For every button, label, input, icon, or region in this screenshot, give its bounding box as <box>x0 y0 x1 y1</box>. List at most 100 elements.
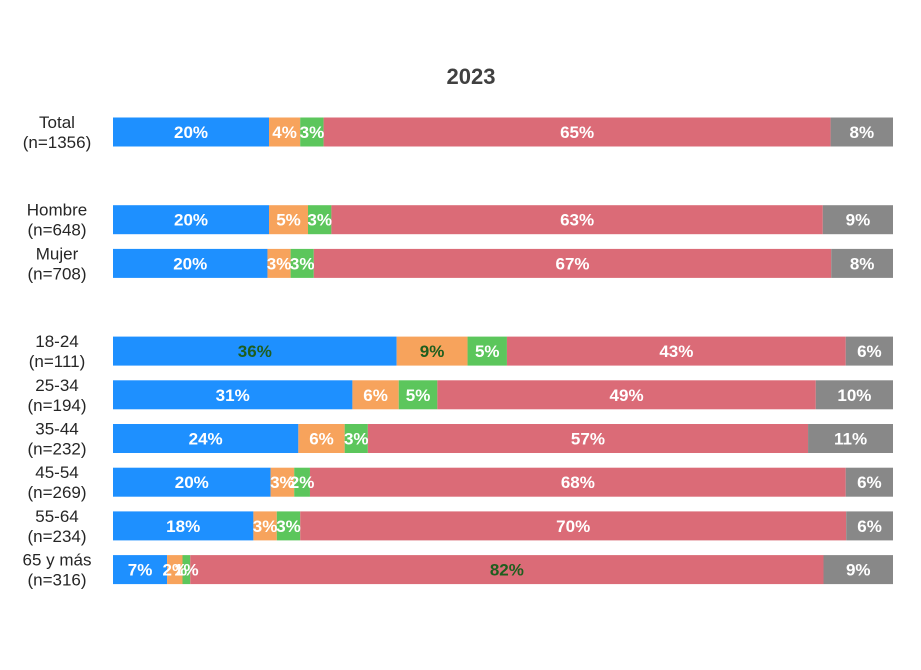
category-label: 45-54 (n=269) <box>27 463 86 502</box>
bar-segment <box>113 511 254 541</box>
bar-segment <box>276 511 301 541</box>
chart-title: 2023 <box>447 64 496 89</box>
category-label: 25-34 (n=194) <box>27 376 86 415</box>
category-label: 35-44 (n=232) <box>27 420 86 459</box>
category-label: Total (n=1356) <box>23 113 92 152</box>
data-label: 1% <box>174 561 199 580</box>
bar-segment <box>506 336 846 366</box>
bar-segment <box>830 117 893 147</box>
data-label: 3% <box>276 517 301 536</box>
bar-segment <box>815 380 893 410</box>
data-label: 10% <box>837 386 871 405</box>
data-label: 5% <box>475 342 500 361</box>
bar-segment <box>822 205 893 235</box>
data-label: 20% <box>173 254 207 273</box>
data-label: 43% <box>659 342 693 361</box>
bar-segment <box>309 467 846 497</box>
bar-segment <box>113 248 268 278</box>
category-label: 18-24 (n=111) <box>29 332 86 371</box>
data-label: 5% <box>406 386 431 405</box>
bar-segment <box>290 248 314 278</box>
bar-segment <box>113 424 299 453</box>
category-label: 65 y más (n=316) <box>23 551 92 590</box>
data-label: 67% <box>555 254 589 273</box>
data-label: 70% <box>556 517 590 536</box>
category-label: Hombre (n=648) <box>27 201 87 240</box>
bar-segment <box>831 248 893 278</box>
bar-segment <box>182 555 191 585</box>
bar-segment <box>467 336 507 366</box>
data-label: 3% <box>300 123 325 142</box>
data-label: 6% <box>857 517 882 536</box>
bar-segment <box>113 117 269 147</box>
bar-segment <box>270 467 295 497</box>
data-label: 8% <box>850 123 875 142</box>
data-label: 3% <box>307 211 332 230</box>
data-label: 82% <box>490 561 524 580</box>
data-label: 9% <box>846 561 871 580</box>
bar-segment <box>300 511 847 541</box>
data-label: 5% <box>276 211 301 230</box>
data-label: 2% <box>162 561 187 580</box>
data-label: 9% <box>846 211 871 230</box>
data-label: 20% <box>175 473 209 492</box>
data-label: 6% <box>309 430 334 449</box>
data-label: 2% <box>290 473 315 492</box>
bar-segment <box>808 424 893 453</box>
bar-segment <box>398 380 438 410</box>
data-label: 63% <box>560 211 594 230</box>
data-label: 24% <box>189 430 223 449</box>
data-label: 6% <box>363 386 388 405</box>
bar-segment <box>190 555 824 585</box>
bars-layer <box>113 117 893 585</box>
bar-segment <box>113 380 353 410</box>
bar-segment <box>437 380 816 410</box>
data-label: 31% <box>216 386 250 405</box>
data-label: 3% <box>267 254 292 273</box>
category-label: Mujer (n=708) <box>27 244 86 283</box>
bar-segment <box>298 424 345 453</box>
data-label: 18% <box>166 517 200 536</box>
bar-segment <box>344 424 368 453</box>
data-label: 36% <box>238 342 272 361</box>
labels-layer: 20% 4% 3% 65% 8%Total (n=1356)20% 5% 3% 63% 9%Hom… <box>23 113 882 590</box>
data-label: 57% <box>571 430 605 449</box>
bar-segment <box>167 555 183 585</box>
data-label: 20% <box>174 123 208 142</box>
data-label: 49% <box>610 386 644 405</box>
bar-segment <box>269 117 301 147</box>
bar-segment <box>846 511 893 541</box>
bar-segment <box>300 117 324 147</box>
bar-segment <box>323 117 831 147</box>
bar-segment <box>294 467 310 497</box>
data-label: 6% <box>857 342 882 361</box>
data-label: 6% <box>857 473 882 492</box>
bar-segment <box>113 555 168 585</box>
bar-segment <box>845 467 893 497</box>
bar-segment <box>367 424 809 453</box>
data-label: 20% <box>174 211 208 230</box>
data-label: 9% <box>420 342 445 361</box>
bar-segment <box>845 336 893 366</box>
bar-segment <box>267 248 291 278</box>
bar-segment <box>269 205 308 235</box>
bar-segment <box>253 511 277 541</box>
bar-segment <box>352 380 399 410</box>
bar-segment <box>113 205 269 235</box>
data-label: 65% <box>560 123 594 142</box>
category-label: 55-64 (n=234) <box>27 507 86 546</box>
data-label: 3% <box>290 254 315 273</box>
data-label: 7% <box>128 561 153 580</box>
data-label: 11% <box>834 430 867 449</box>
data-label: 4% <box>272 123 297 142</box>
data-label: 3% <box>344 430 369 449</box>
data-label: 3% <box>270 473 295 492</box>
bar-segment <box>313 248 832 278</box>
bar-segment <box>113 336 397 366</box>
data-label: 8% <box>850 254 875 273</box>
bar-segment <box>396 336 468 366</box>
data-label: 68% <box>561 473 595 492</box>
data-label: 3% <box>253 517 278 536</box>
bar-segment <box>113 467 271 497</box>
